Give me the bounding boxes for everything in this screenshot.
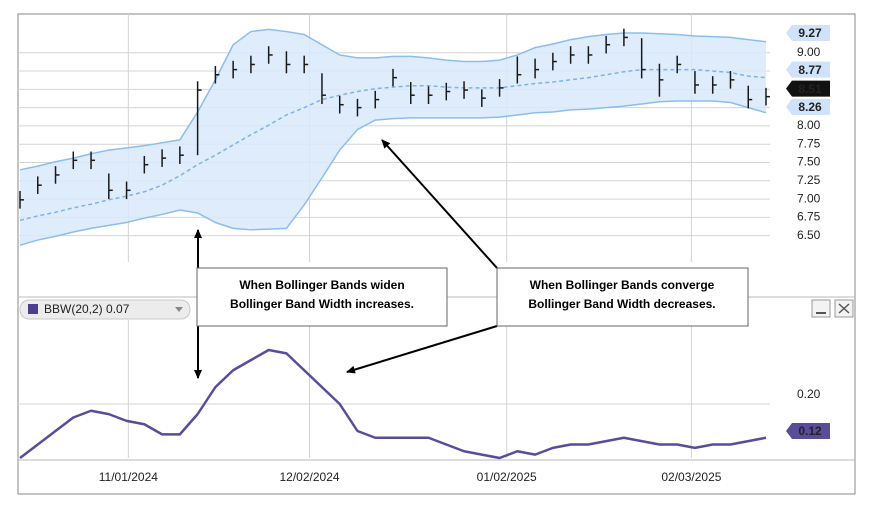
y-tick-label: 6.50: [797, 228, 821, 242]
dropdown-icon[interactable]: [175, 307, 183, 312]
y-tick-label: 7.25: [797, 173, 821, 187]
lower-band: [19, 100, 767, 246]
upper-band: [19, 28, 767, 171]
indicator-pill[interactable]: [19, 299, 191, 320]
x-tick-label: 12/02/2024: [279, 470, 339, 484]
price-panel: 6.506.757.007.257.507.758.008.258.508.75…: [18, 14, 830, 262]
y-tick-label: 8.00: [797, 118, 821, 132]
indicator-label: BBW(20,2) 0.07: [44, 302, 130, 316]
bbw-line: [19, 348, 767, 460]
value-marker: [786, 423, 830, 439]
close-icon: [838, 303, 850, 314]
x-tick-label: 02/03/2025: [661, 470, 721, 484]
y-tick-label: 9.00: [797, 45, 821, 59]
arrow: [346, 325, 498, 374]
annotation-text: Bollinger Band Width increases.: [230, 297, 414, 311]
value-marker: [786, 98, 830, 115]
annotation-text: When Bollinger Bands converge: [530, 278, 715, 292]
value-marker: [786, 80, 830, 97]
annotation-text: Bollinger Band Width decreases.: [528, 297, 715, 311]
annotations: When Bollinger Bands widen Bollinger Ban…: [194, 139, 749, 379]
value-marker-label: 8.77: [798, 63, 822, 77]
x-tick-label: 01/02/2025: [477, 470, 537, 484]
annotation-box: [496, 267, 749, 327]
minimize-button[interactable]: [811, 299, 831, 318]
value-marker-label: 0.12: [798, 424, 822, 438]
value-marker-label: 9.27: [798, 26, 822, 40]
arrow: [381, 139, 498, 269]
annotation-box: [196, 267, 448, 327]
y-tick-label: 7.00: [797, 191, 821, 205]
value-marker-label: 8.51: [798, 82, 822, 96]
y-tick-label: 7.75: [797, 136, 821, 150]
indicator-name: BBW(20,2): [44, 302, 103, 316]
indicator-value: 0.07: [106, 302, 130, 316]
value-marker-label: 8.26: [798, 100, 822, 114]
y-tick-label: 7.50: [797, 155, 821, 169]
value-marker: [786, 61, 830, 78]
middle-band: [19, 68, 767, 222]
x-tick-label: 11/01/2024: [99, 470, 158, 484]
bbw-panel: 0.20 11/01/2024 12/02/2024 01/02/2025 02/03/…: [18, 320, 830, 484]
y-tick-label: 0.20: [797, 387, 821, 401]
value-marker: [786, 25, 830, 42]
annotation-text: When Bollinger Bands widen: [239, 278, 404, 292]
indicator-swatch: [28, 304, 38, 314]
band-area: [20, 29, 766, 246]
y-tick-label: 6.75: [797, 210, 821, 224]
